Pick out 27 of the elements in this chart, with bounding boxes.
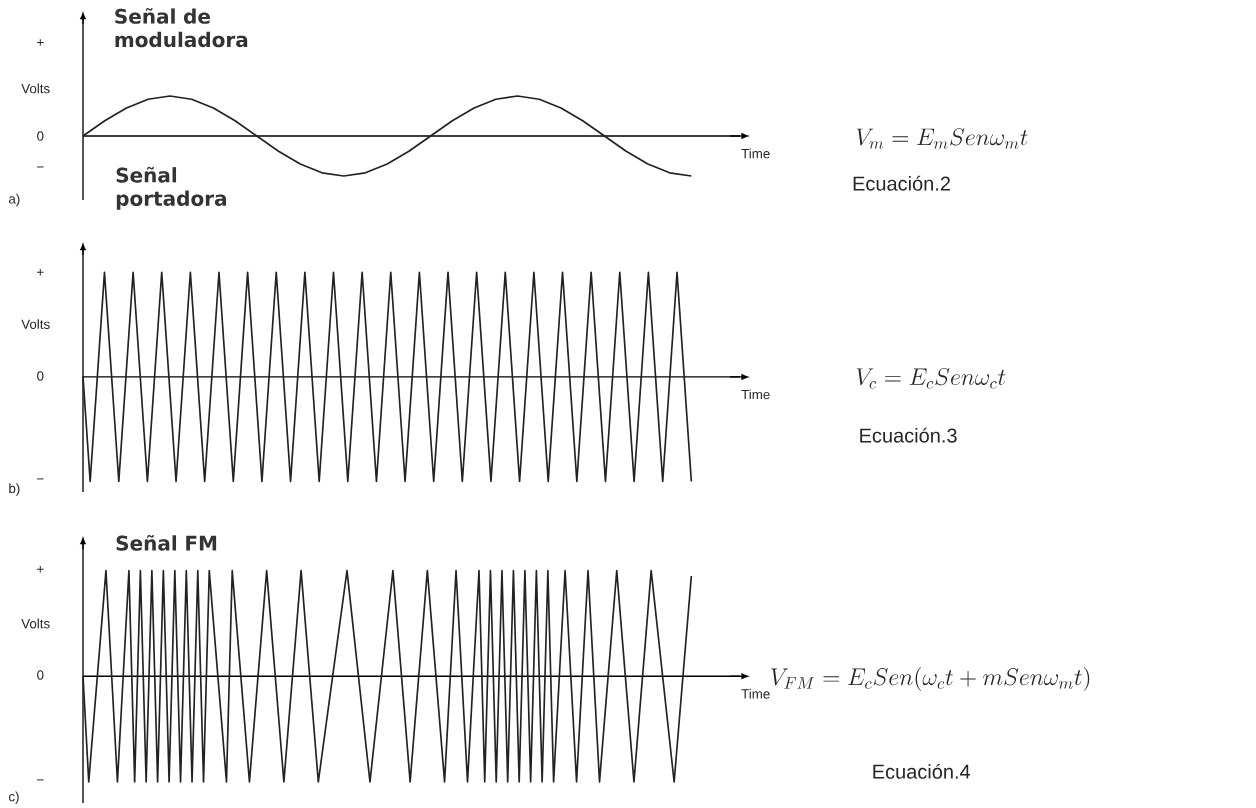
- x-axis-title: Time: [741, 148, 770, 159]
- text: $V_{m}=E_{m}Sen\omega_{m}t$: [856, 128, 1028, 149]
- text: −: [37, 779, 44, 781]
- text: a): [9, 193, 20, 207]
- text: 0: [37, 131, 44, 141]
- y-axis-title: Volts: [21, 618, 50, 629]
- text: b): [9, 483, 20, 496]
- chart-title: Señal de moduladora: [115, 8, 248, 48]
- text: Ecuación.4: [873, 763, 971, 779]
- text: 0: [37, 371, 44, 381]
- text: +: [37, 566, 44, 573]
- x-axis-title: Time: [741, 688, 770, 699]
- text: −: [37, 166, 44, 168]
- text: 0: [37, 670, 44, 680]
- text: +: [37, 269, 44, 276]
- text: +: [37, 39, 44, 46]
- x-axis-title: Time: [741, 389, 770, 400]
- text: c): [9, 791, 19, 804]
- y-axis-title: Volts: [21, 319, 50, 329]
- text: $V_{FM}=E_{c}Sen(\omega_{c}t+mSen\omega_{m}t)$: [771, 666, 1090, 691]
- chart-title: Señal FM: [116, 534, 217, 551]
- y-axis-title: Volts: [21, 83, 50, 94]
- text: $V_{c}=E_{c}Sen\omega_{c}t$: [856, 367, 1006, 389]
- text: −: [37, 478, 44, 480]
- text: Ecuación.3: [860, 427, 957, 443]
- text: Ecuación.2: [853, 175, 950, 191]
- chart-title: Señal portadora: [116, 166, 226, 210]
